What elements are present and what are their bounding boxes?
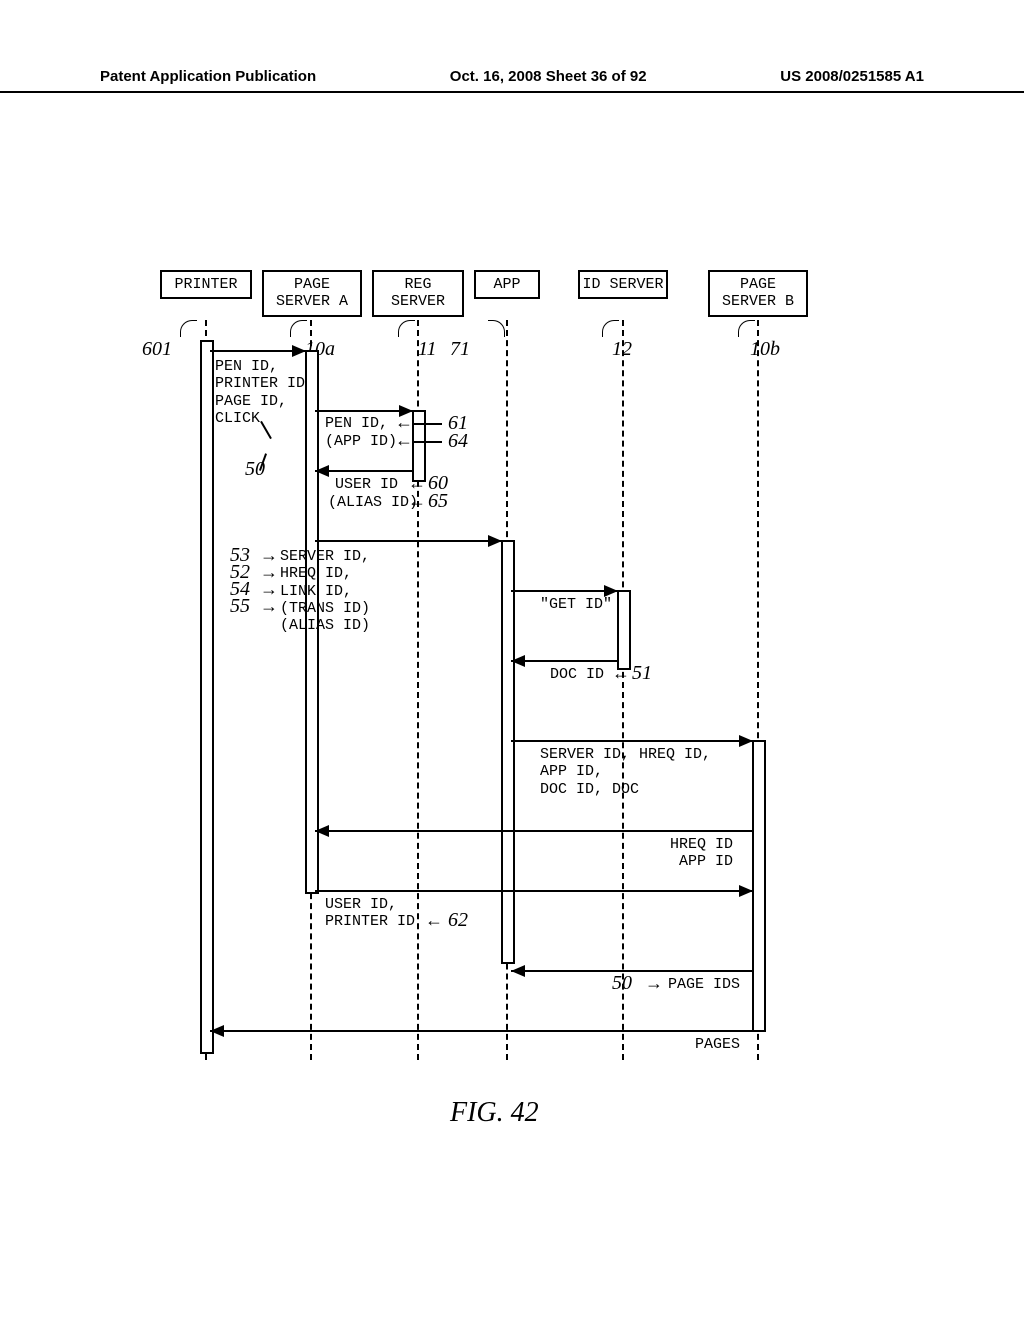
activation-page-b (752, 740, 766, 1032)
ref-62: 62 (448, 909, 468, 932)
arrow-m8 (315, 830, 752, 832)
arrow-m1 (210, 350, 305, 352)
arrow-m4 (315, 540, 501, 542)
arrow-m3 (315, 470, 412, 472)
activation-app (501, 540, 515, 964)
arrowhead-m11 (210, 1025, 224, 1037)
page-header: Patent Application Publication Oct. 16, … (0, 68, 1024, 93)
lead-61 (412, 423, 442, 425)
activation-printer (200, 340, 214, 1054)
ref-51: 51 (632, 662, 652, 685)
label-m9: USER ID, PRINTER ID (325, 896, 415, 931)
header-left: Patent Application Publication (100, 68, 316, 85)
arrow-m9 (315, 890, 752, 892)
ref-65: 65 (428, 490, 448, 513)
curve-10a (290, 320, 307, 337)
actor-printer: PRINTER (160, 270, 252, 299)
arrowhead-m8 (315, 825, 329, 837)
activation-id (617, 590, 631, 670)
arrowhead-m3 (315, 465, 329, 477)
actor-id-server: ID SERVER (578, 270, 668, 299)
label-m5: "GET ID" (540, 596, 612, 613)
ref-11: 11 (418, 338, 437, 361)
curve-10b (738, 320, 755, 337)
arrowhead-m4 (488, 535, 502, 547)
actor-app: APP (474, 270, 540, 299)
lifeline-id (622, 320, 624, 1060)
arrowhead-m9 (739, 885, 753, 897)
ref-71: 71 (450, 338, 470, 361)
label-m6: DOC ID (550, 666, 604, 683)
arrowhead-m6 (511, 655, 525, 667)
curve-601 (180, 320, 197, 337)
activation-reg (412, 410, 426, 482)
label-m3a: USER ID (335, 476, 398, 493)
arrowhead-m10 (511, 965, 525, 977)
label-m11: PAGES (695, 1036, 740, 1053)
ref-601: 601 (142, 338, 172, 361)
curve-11 (398, 320, 415, 337)
actor-page-server-b: PAGE SERVER B (708, 270, 808, 317)
ref-50b: 50 (612, 972, 632, 995)
label-m2b: (APP ID) (325, 433, 397, 450)
actor-reg-server: REG SERVER (372, 270, 464, 317)
sequence-diagram: PRINTER PAGE SERVER A REG SERVER APP ID … (150, 270, 890, 1110)
label-m3b: (ALIAS ID) (328, 494, 418, 511)
header-right: US 2008/0251585 A1 (780, 68, 924, 85)
label-m10: PAGE IDS (668, 976, 740, 993)
header-center: Oct. 16, 2008 Sheet 36 of 92 (450, 68, 647, 85)
arrowhead-m7 (739, 735, 753, 747)
ref-55: 55 (230, 595, 250, 618)
arrow-m6 (511, 660, 617, 662)
label-m7: SERVER ID, HREQ ID, APP ID, DOC ID, DOC (540, 746, 711, 798)
arrowhead-m1 (292, 345, 306, 357)
label-m4: SERVER ID, HREQ ID, LINK ID, (TRANS ID) … (280, 548, 370, 634)
label-m8: HREQ ID APP ID (670, 836, 733, 871)
curve-12 (602, 320, 619, 337)
lead-64 (412, 441, 442, 443)
patent-page: Patent Application Publication Oct. 16, … (0, 0, 1024, 1320)
ref-64: 64 (448, 430, 468, 453)
label-m2a: PEN ID, (325, 415, 388, 432)
curve-71 (488, 320, 505, 337)
arrow-m7 (511, 740, 752, 742)
figure-caption: FIG. 42 (450, 1097, 539, 1129)
ref-10b: 10b (750, 338, 780, 361)
arrow-m5 (511, 590, 617, 592)
label-m1: PEN ID, PRINTER ID PAGE ID, CLICK (215, 358, 305, 427)
actor-page-server-a: PAGE SERVER A (262, 270, 362, 317)
ref-12: 12 (612, 338, 632, 361)
arrow-m11 (210, 1030, 752, 1032)
